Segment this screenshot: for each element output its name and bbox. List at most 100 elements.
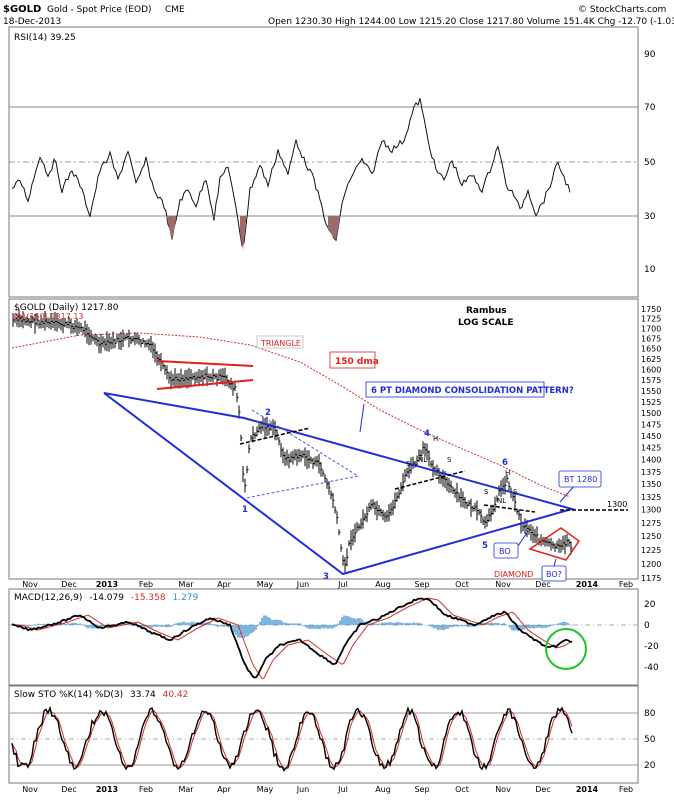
header-brand: © StockCharts.com [578,5,666,15]
diamond-question-label: 6 PT DIAMOND CONSOLIDATION PATTERN? [371,386,574,396]
price-bars [12,309,573,573]
month-label: Sep [414,580,429,589]
month-label: Oct [455,580,469,589]
pointer-bo [517,530,529,547]
triangle-bottom [156,379,254,390]
month-label: Feb [619,580,633,589]
month-label: Jul [337,580,348,589]
price-tick: 1750 [641,305,661,314]
month-label: 2013 [96,785,118,794]
rsi-tick-70: 70 [644,103,656,113]
price-panel: 1750172517001675165016251600157515501525… [8,298,661,589]
bo2-label: BO? [546,570,562,579]
macd-tick-0: 0 [644,621,650,631]
macd-panel: MACD(12,26,9) -14.079 -15.358 1.279 20 0… [8,588,659,686]
price-tick: 1300 [641,506,661,515]
month-label: 2014 [576,785,599,794]
price-tick: 1700 [641,325,661,334]
price-tick: 1450 [641,432,661,441]
point-6: 6 [502,458,508,468]
header-name: Gold - Spot Price (EOD) [47,5,152,15]
rsi-panel: RSI(14) 39.25 90 70 50 30 10 [8,26,656,298]
point-2: 2 [265,408,271,418]
macd-hist-value: 1.279 [172,593,198,603]
sto-tick-20: 20 [644,761,656,771]
neckline-3 [483,504,536,513]
month-label: Dec [535,580,550,589]
month-label: Feb [139,580,153,589]
scale-label: LOG SCALE [458,318,514,328]
month-label: May [257,580,274,589]
point-5: 5 [482,541,488,551]
month-label: Apr [217,785,232,794]
month-label: 2014 [576,580,599,589]
month-label: Nov [22,785,38,794]
sto-label: Slow STO %K(14) %D(3) 33.74 40.42 [14,690,188,700]
pointer-bo2 [553,558,557,567]
header-ohlc: Open 1230.30 High 1244.00 Low 1215.20 Cl… [268,17,674,27]
month-label: Jun [296,785,310,794]
price-tick: 1350 [641,480,661,489]
price-tick: 1325 [641,493,661,502]
month-label: Feb [619,785,633,794]
highlight-circle [545,628,587,670]
hs-s1: S [406,460,411,468]
month-label: Jul [337,785,348,794]
price-tick: 1650 [641,345,661,354]
price-tick: 1475 [641,420,661,429]
month-label: Sep [414,785,429,794]
pointer-diamond [359,403,365,433]
triangle-label: TRIANGLE [260,339,301,348]
rsi-tick-90: 90 [644,50,656,60]
month-label: Feb [139,785,153,794]
rsi-tick-30: 30 [644,212,656,222]
price-tick: 1275 [641,519,661,528]
macd-label: MACD(12,26,9) -14.079 -15.358 1.279 [14,593,199,603]
hs-s2: S [447,456,452,464]
hs-nl1: NL [418,456,427,464]
macd-label-prefix: MACD(12,26,9) [14,593,82,603]
price-tick: 1525 [641,398,661,407]
point-4: 4 [424,429,430,439]
neckline-2 [394,470,466,490]
month-label: Dec [61,580,76,589]
price-tick: 1400 [641,456,661,465]
sto-d-value: 40.42 [163,690,189,700]
month-label: Nov [22,580,38,589]
header-exchange: CME [165,5,185,15]
month-label: Mar [178,785,194,794]
month-label: Jun [296,580,310,589]
month-label: Dec [61,785,76,794]
dma-label: 150 dma [335,357,379,367]
price-label: $GOLD (Daily) 1217.80 [14,303,119,313]
sto-tick-80: 80 [644,709,656,719]
month-label: Aug [375,785,391,794]
header-date: 18-Dec-2013 [3,17,61,27]
sto-k-value: 33.74 [130,690,156,700]
price-tick: 1375 [641,468,661,477]
point-3: 3 [323,572,329,582]
month-axis-bottom: Nov Dec 2013 Feb Mar Apr May Jun Jul Aug Sep Oct Nov… [22,785,633,794]
price-tick: 1200 [641,560,661,569]
triangle-top [156,360,254,367]
macd-tick-20: 20 [644,600,656,610]
bo-label: BO [499,547,511,556]
hs-s3: S [484,488,489,496]
month-label: Apr [217,580,232,589]
macd-value: -14.079 [89,593,124,603]
rsi-tick-10: 10 [644,265,656,275]
hs-s4: S [513,488,518,496]
price-tick: 1725 [641,315,661,324]
price-tick: 1250 [641,532,661,541]
month-axis-top: Nov Dec 2013 Feb Mar Apr May Jun Jul Aug Sep Oct Nov… [22,580,633,589]
price-tick: 1575 [641,376,661,385]
price-tick: 1625 [641,355,661,364]
month-label: Nov [495,580,511,589]
header-symbol: $GOLD [3,4,41,15]
rsi-oversold-fill [166,216,176,240]
month-label: Nov [495,785,511,794]
price-tick: 1500 [641,409,661,418]
bt-label: BT 1280 [564,475,597,484]
